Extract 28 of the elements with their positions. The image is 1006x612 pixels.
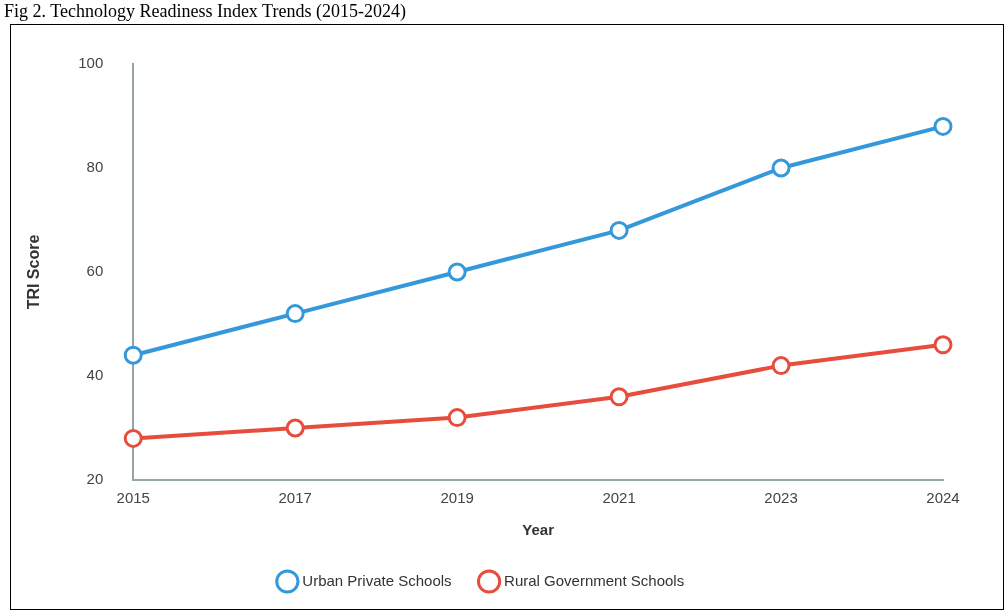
y-tick-label: 60 — [86, 262, 104, 280]
x-tick-label: 2019 — [440, 489, 474, 507]
point — [771, 356, 791, 376]
x-tick-label: 2021 — [602, 489, 636, 507]
y-tick-label: 100 — [78, 54, 104, 72]
legend-label: Urban Private Schools — [302, 571, 452, 589]
x-tick-label: 2023 — [764, 489, 798, 507]
x-axis-title: Year — [522, 521, 555, 539]
x-tick-label: 2015 — [116, 489, 150, 507]
y-tick-label: 40 — [86, 366, 104, 384]
point — [771, 158, 791, 178]
y-tick-label: 80 — [86, 158, 104, 176]
point — [123, 428, 143, 448]
point — [447, 262, 467, 282]
y-tick-label: 20 — [86, 470, 104, 488]
chart-title: Fig 2. Technology Readiness Index Trends (2015-2024) — [3, 0, 407, 23]
point — [447, 408, 467, 428]
point — [285, 418, 305, 438]
y-axis-title: TRI Score — [25, 234, 43, 310]
point — [933, 335, 953, 355]
point — [933, 116, 953, 136]
x-tick-label: 2024 — [926, 489, 960, 507]
legend-label: Rural Government Schools — [504, 571, 685, 589]
point — [285, 304, 305, 324]
point — [609, 220, 629, 240]
x-tick-label: 2017 — [278, 489, 312, 507]
point — [609, 387, 629, 407]
point — [123, 345, 143, 365]
